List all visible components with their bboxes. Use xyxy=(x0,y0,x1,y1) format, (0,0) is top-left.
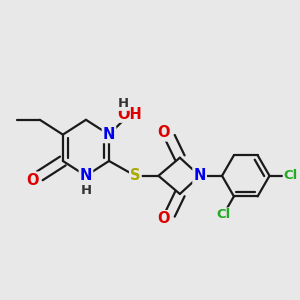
Text: S: S xyxy=(130,168,141,183)
Text: O: O xyxy=(26,172,39,188)
Text: O: O xyxy=(157,125,170,140)
Text: OH: OH xyxy=(117,107,142,122)
Text: O: O xyxy=(157,211,170,226)
Text: H: H xyxy=(117,97,128,110)
Text: N: N xyxy=(194,168,206,183)
Text: Cl: Cl xyxy=(284,169,298,182)
Text: N: N xyxy=(103,127,115,142)
Text: N: N xyxy=(80,168,92,183)
Text: H: H xyxy=(80,184,92,197)
Text: Cl: Cl xyxy=(216,208,230,221)
